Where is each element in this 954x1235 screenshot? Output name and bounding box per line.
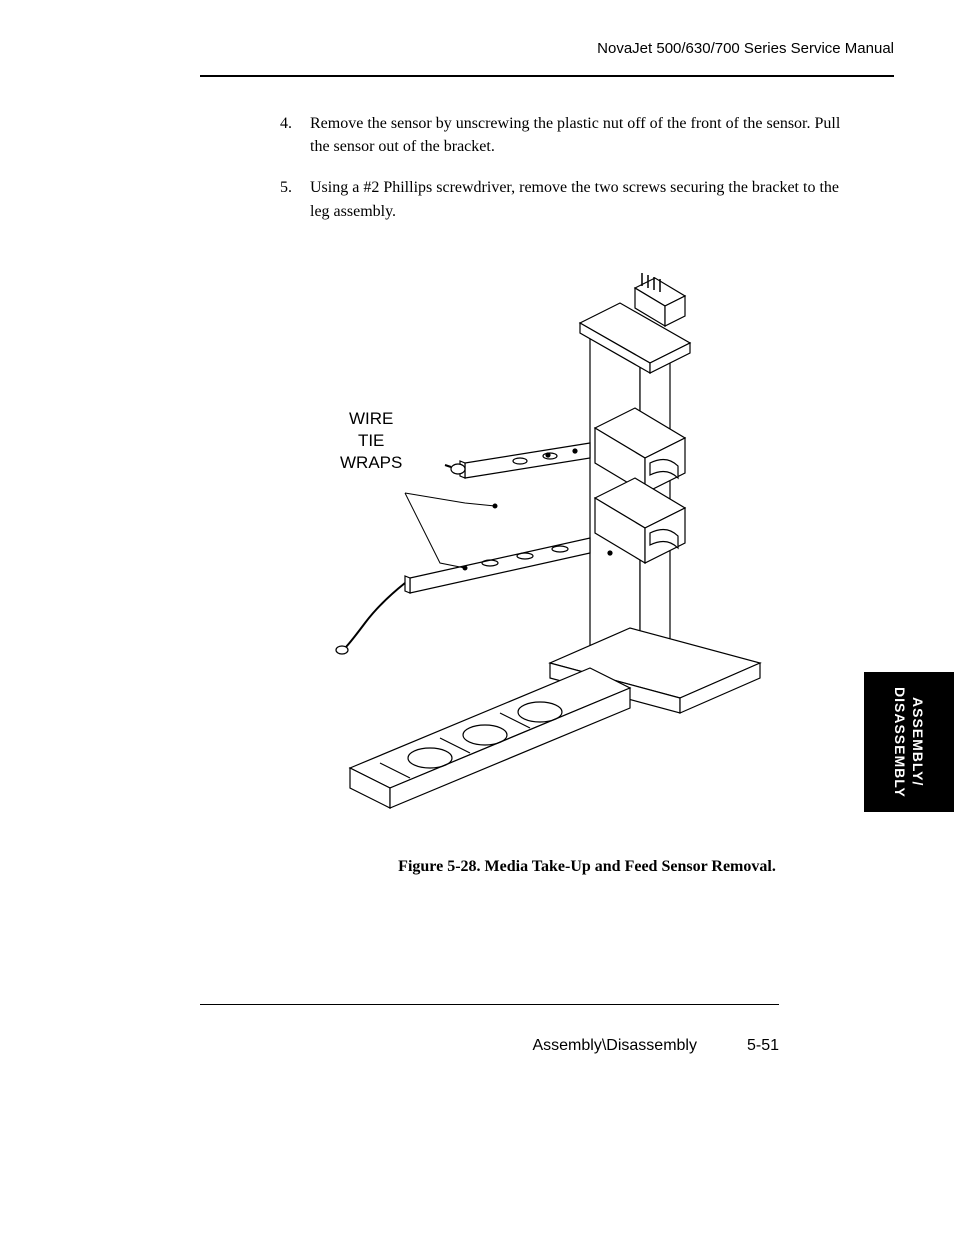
step-text: Using a #2 Phillips screwdriver, remove … — [310, 176, 854, 222]
tab-label: ASSEMBLY/ DISASSEMBLY — [891, 687, 927, 798]
page: NovaJet 500/630/700 Series Service Manua… — [0, 0, 954, 1235]
manual-title: NovaJet 500/630/700 Series Service Manua… — [597, 40, 894, 57]
sensor-arm-lower — [336, 538, 590, 654]
sensor-arm-upper — [445, 443, 590, 478]
callout-leaders — [405, 493, 497, 570]
figure-caption: Figure 5-28. Media Take-Up and Feed Sens… — [280, 858, 854, 876]
footer-page-number: 5-51 — [747, 1037, 779, 1055]
figure-area: WIRE TIE WRAPS — [280, 268, 854, 828]
step-text: Remove the sensor by unscrewing the plas… — [310, 112, 854, 158]
step-number: 4. — [280, 112, 310, 158]
step-number: 5. — [280, 176, 310, 222]
assembly-diagram — [290, 268, 850, 828]
page-footer: Assembly\Disassembly 5-51 — [532, 1037, 779, 1055]
step-5: 5. Using a #2 Phillips screwdriver, remo… — [280, 176, 854, 222]
page-content: 4. Remove the sensor by unscrewing the p… — [200, 112, 894, 876]
section-tab: ASSEMBLY/ DISASSEMBLY — [864, 672, 954, 812]
step-4: 4. Remove the sensor by unscrewing the p… — [280, 112, 854, 158]
rail — [350, 668, 630, 808]
footer-section: Assembly\Disassembly — [532, 1037, 696, 1055]
page-header: NovaJet 500/630/700 Series Service Manua… — [200, 40, 894, 67]
header-rule — [200, 75, 894, 77]
footer-rule — [200, 1004, 779, 1005]
